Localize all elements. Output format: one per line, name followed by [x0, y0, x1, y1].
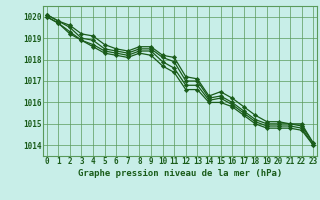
X-axis label: Graphe pression niveau de la mer (hPa): Graphe pression niveau de la mer (hPa): [78, 169, 282, 178]
